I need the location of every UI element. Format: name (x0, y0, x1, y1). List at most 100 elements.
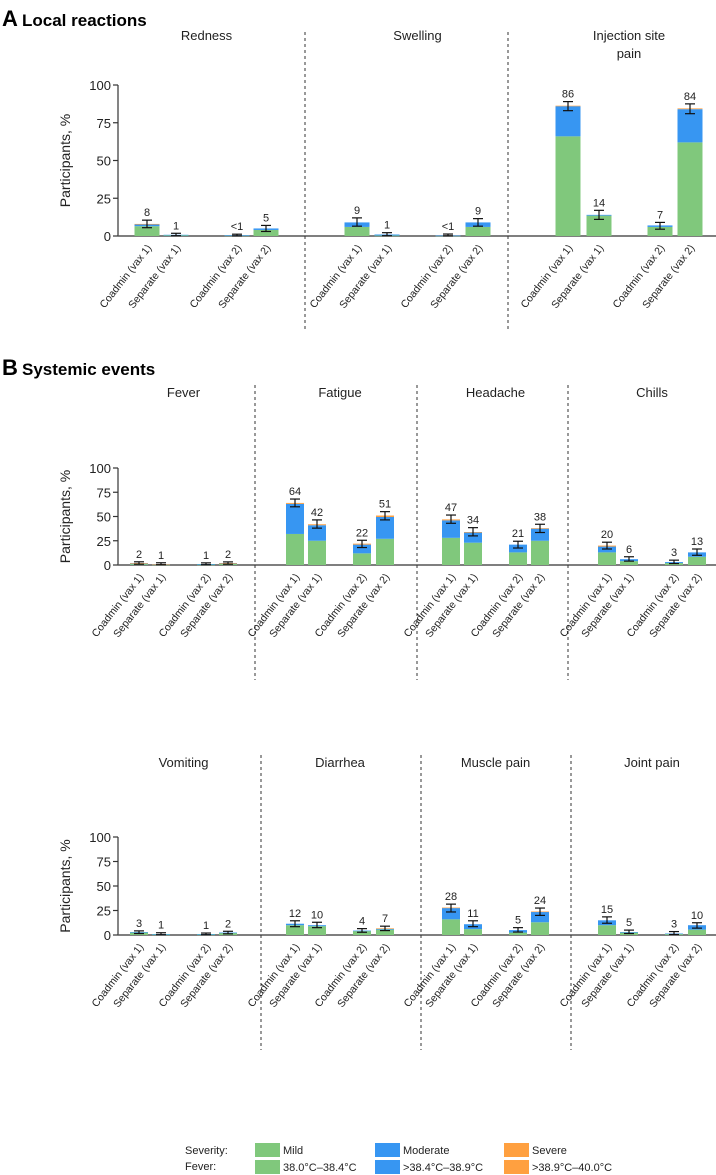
facet-title: Vomiting (159, 755, 209, 770)
legend-severity-label: Severity: (185, 1145, 228, 1157)
bar-segment-mild (286, 533, 304, 565)
legend-label: Mild (283, 1145, 303, 1157)
legend-swatch-fever-moderate (375, 1160, 400, 1174)
data-label: 9 (475, 206, 481, 218)
data-label: 5 (515, 915, 521, 927)
legend-swatch-fever-severe (504, 1160, 529, 1174)
data-label: 10 (311, 909, 323, 921)
y-tick-label: 100 (89, 830, 111, 845)
bar-segment-moderate (677, 109, 703, 143)
data-label: 24 (534, 895, 546, 907)
bar-segment-mild (134, 226, 160, 236)
bar-segment-mild (253, 229, 279, 236)
data-label: 1 (158, 920, 164, 932)
data-label: 3 (136, 918, 142, 930)
bar-segment-mild (353, 553, 371, 565)
data-label: 20 (601, 529, 613, 541)
data-label: 3 (671, 547, 677, 559)
data-label: 10 (691, 910, 703, 922)
y-tick-label: 25 (97, 191, 111, 206)
y-tick-label: 0 (104, 928, 111, 943)
bar-segment-mild (442, 919, 460, 935)
bar-segment-mild (376, 538, 394, 565)
bar-segment-moderate (442, 908, 460, 920)
data-label: 1 (158, 550, 164, 562)
bar-segment-mild (509, 552, 527, 565)
data-label: 6 (626, 544, 632, 556)
data-label: 42 (311, 507, 323, 519)
category-label: Separate (vax 1) (126, 242, 183, 311)
bar-segment-mild (465, 226, 491, 236)
category-label: Coadmin (vax 2) (187, 242, 244, 310)
legend-label: Moderate (403, 1145, 449, 1157)
data-label: 12 (289, 908, 301, 920)
y-tick-label: 50 (97, 154, 111, 169)
bar-segment-mild (464, 929, 482, 935)
bar-segment-mild (620, 561, 638, 565)
data-label: 15 (601, 904, 613, 916)
bar-group: 9 Coadmin (vax 1) (307, 205, 370, 311)
data-label: 5 (263, 212, 269, 224)
panel-title: Local reactions (22, 11, 147, 30)
bar-segment-mild (555, 136, 581, 236)
facet-title: Fever (167, 385, 201, 400)
legend-fever-label: Fever: (185, 1161, 216, 1173)
data-label: 8 (144, 207, 150, 219)
data-label: 3 (671, 919, 677, 931)
bar-segment-moderate (286, 503, 304, 534)
data-label: 47 (445, 502, 457, 514)
bar-segment-moderate (308, 525, 326, 541)
data-label: 2 (225, 918, 231, 930)
legend-label: >38.9°C–40.0°C (532, 1162, 612, 1174)
bar-segment-mild (531, 540, 549, 565)
category-label: Coadmin (vax 1) (97, 242, 154, 310)
legend: Severity: Fever: Mild 38.0°C–38.4°C Moderate… (185, 1143, 612, 1174)
facet-title: Chills (636, 385, 668, 400)
y-tick-label: 25 (97, 904, 111, 919)
bar-segment-moderate (464, 532, 482, 543)
legend-swatch-mild (255, 1143, 280, 1157)
bar-group: 7 Coadmin (vax 2) (610, 209, 673, 311)
bar-group: <1 Coadmin (vax 2) (187, 221, 250, 311)
chart-panel-1: B Systemic events 0 25 50 75 100 Participants, … (2, 355, 716, 680)
bar-segment-mild (442, 537, 460, 565)
bar-segment-mild (647, 226, 673, 236)
y-tick-label: 0 (104, 558, 111, 573)
data-label: 9 (354, 205, 360, 217)
y-axis-label: Participants, % (57, 839, 73, 932)
facet-title: Headache (466, 385, 525, 400)
bar-segment-mild (598, 925, 616, 935)
data-label: 4 (359, 916, 365, 928)
legend-swatch-fever-mild (255, 1160, 280, 1174)
data-label: 86 (562, 89, 574, 101)
legend-label: Severe (532, 1145, 567, 1157)
data-label: 14 (593, 197, 605, 209)
bar-segment-mild (688, 929, 706, 935)
facet-title: Swelling (393, 28, 441, 43)
data-label: 1 (203, 920, 209, 932)
data-label: 7 (657, 209, 663, 221)
data-label: 1 (173, 220, 179, 232)
legend-label: >38.4°C–38.9°C (403, 1162, 483, 1174)
data-label: 1 (203, 550, 209, 562)
category-label: Coadmin (vax 1) (307, 242, 364, 310)
bar-segment-moderate (531, 911, 549, 923)
bar-segment-mild (308, 540, 326, 565)
data-label: <1 (442, 221, 455, 233)
bar-segment-mild (353, 931, 371, 935)
panel-letter: B (2, 355, 18, 380)
facet-title: Muscle pain (461, 755, 530, 770)
bar-group: 8 Coadmin (vax 1) (97, 207, 160, 311)
bar-segment-mild (598, 552, 616, 565)
panel-letter: A (2, 6, 18, 31)
facet-title: Diarrhea (315, 755, 366, 770)
facet-title: Joint pain (624, 755, 680, 770)
bar-segment-mild (308, 926, 326, 935)
facet-title: Fatigue (318, 385, 361, 400)
category-label: Separate (vax 2) (216, 242, 273, 311)
data-label: 84 (684, 91, 696, 103)
